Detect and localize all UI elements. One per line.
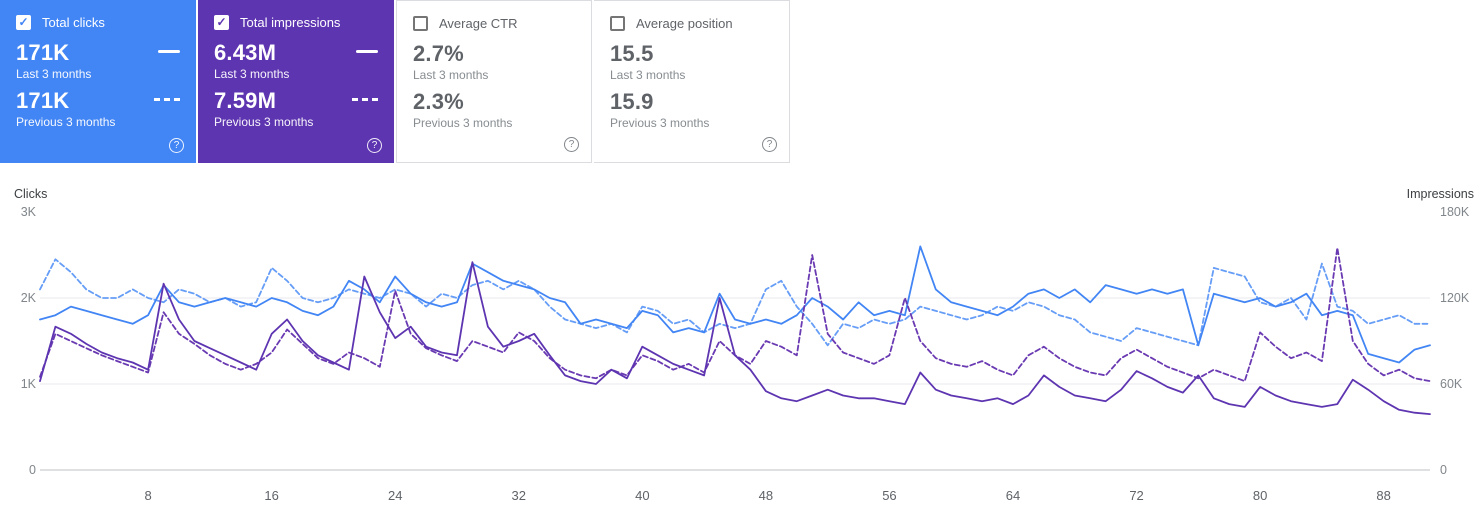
performance-chart[interactable]: 0 1K 2K 3K 0 60K 120K 180K 8 16 24 32 40 48 56 64 72 80 88 — [0, 204, 1482, 523]
card-header: Average CTR — [413, 16, 575, 31]
metric-period-previous: Previous 3 months — [413, 116, 513, 130]
metric-card-total-clicks[interactable]: ✓ Total clicks 171K Last 3 months 171K P… — [0, 0, 196, 163]
card-label: Average CTR — [439, 16, 518, 31]
series-line-impressions_prev — [39, 246, 1431, 383]
right-axis-tick-label: 60K — [1440, 377, 1463, 391]
metric-previous: 2.3% Previous 3 months — [413, 90, 575, 131]
right-axis-tick-label: 180K — [1440, 205, 1470, 219]
right-axis-tick-label: 0 — [1440, 463, 1447, 477]
checkbox-average-ctr[interactable] — [413, 16, 428, 31]
metric-card-average-position[interactable]: Average position 15.5 Last 3 months 15.9… — [594, 0, 790, 163]
metric-period-current: Last 3 months — [413, 68, 489, 82]
x-axis-tick-label: 32 — [512, 488, 526, 503]
x-axis-tick-label: 24 — [388, 488, 402, 503]
metric-period-previous: Previous 3 months — [610, 116, 710, 130]
x-axis-tick-label: 16 — [264, 488, 278, 503]
x-axis-tick-label: 40 — [635, 488, 649, 503]
metric-value-current: 6.43M — [214, 40, 277, 65]
x-axis-tick-label: 64 — [1006, 488, 1020, 503]
metric-cards-row: ✓ Total clicks 171K Last 3 months 171K P… — [0, 0, 792, 163]
card-header: Average position — [610, 16, 773, 31]
card-label: Total clicks — [42, 15, 105, 30]
help-icon[interactable]: ? — [367, 138, 382, 153]
metric-period-previous: Previous 3 months — [16, 115, 116, 129]
series-line-clicks_prev — [39, 258, 1431, 347]
card-header: ✓ Total clicks — [16, 15, 180, 30]
metric-value-previous: 2.3% — [413, 89, 464, 114]
metric-previous: 7.59M Previous 3 months — [214, 89, 378, 130]
metric-value-current: 2.7% — [413, 41, 464, 66]
x-axis-tick-label: 48 — [759, 488, 773, 503]
metric-current: 171K Last 3 months — [16, 41, 180, 82]
left-axis-tick-label: 3K — [21, 205, 37, 219]
card-label: Total impressions — [240, 15, 341, 30]
help-icon[interactable]: ? — [169, 138, 184, 153]
left-axis-tick-label: 1K — [21, 377, 37, 391]
series-line-impressions — [39, 261, 1431, 416]
dashed-line-icon — [352, 98, 378, 101]
axis-title-clicks: Clicks — [14, 187, 48, 201]
metric-value-previous: 15.9 — [610, 89, 654, 114]
card-header: ✓ Total impressions — [214, 15, 378, 30]
metric-value-current: 171K — [16, 40, 70, 65]
left-axis-tick-label: 0 — [29, 463, 36, 477]
metric-period-current: Last 3 months — [16, 67, 92, 81]
metric-current: 6.43M Last 3 months — [214, 41, 378, 82]
right-axis-tick-label: 120K — [1440, 291, 1470, 305]
x-axis-tick-label: 8 — [144, 488, 151, 503]
card-label: Average position — [636, 16, 733, 31]
help-icon[interactable]: ? — [564, 137, 579, 152]
x-axis-tick-label: 80 — [1253, 488, 1267, 503]
solid-line-icon — [356, 50, 378, 53]
solid-line-icon — [158, 50, 180, 53]
metric-previous: 15.9 Previous 3 months — [610, 90, 773, 131]
metric-card-total-impressions[interactable]: ✓ Total impressions 6.43M Last 3 months … — [198, 0, 394, 163]
left-axis-tick-label: 2K — [21, 291, 37, 305]
x-axis-tick-label: 56 — [882, 488, 896, 503]
x-axis-tick-label: 72 — [1129, 488, 1143, 503]
metric-previous: 171K Previous 3 months — [16, 89, 180, 130]
dashed-line-icon — [154, 98, 180, 101]
metric-period-previous: Previous 3 months — [214, 115, 314, 129]
checkbox-total-impressions[interactable]: ✓ — [214, 15, 229, 30]
metric-current: 15.5 Last 3 months — [610, 42, 773, 83]
help-icon[interactable]: ? — [762, 137, 777, 152]
checkbox-average-position[interactable] — [610, 16, 625, 31]
metric-period-current: Last 3 months — [214, 67, 290, 81]
axis-title-impressions: Impressions — [1406, 187, 1474, 201]
metric-value-previous: 7.59M — [214, 88, 277, 113]
metric-period-current: Last 3 months — [610, 68, 686, 82]
x-axis-tick-label: 88 — [1376, 488, 1390, 503]
metric-current: 2.7% Last 3 months — [413, 42, 575, 83]
metric-value-current: 15.5 — [610, 41, 654, 66]
series-line-clicks — [39, 245, 1431, 364]
checkbox-total-clicks[interactable]: ✓ — [16, 15, 31, 30]
metric-value-previous: 171K — [16, 88, 70, 113]
metric-card-average-ctr[interactable]: Average CTR 2.7% Last 3 months 2.3% Prev… — [396, 0, 592, 163]
